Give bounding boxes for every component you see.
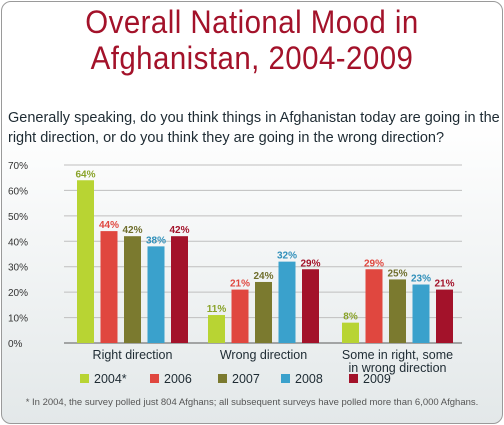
y-tick-label: 20% <box>8 288 28 299</box>
data-label: 64% <box>75 169 95 180</box>
legend-label: 2008 <box>295 372 323 386</box>
data-label: 23% <box>411 274 431 285</box>
chart-title: Overall National Mood in Afghanistan, 20… <box>20 4 484 76</box>
bar <box>412 284 430 343</box>
data-label: 32% <box>277 251 297 262</box>
y-tick-label: 50% <box>8 212 28 223</box>
data-label: 21% <box>230 279 250 290</box>
y-tick-label: 60% <box>8 186 28 197</box>
category-label: Right direction <box>93 348 173 362</box>
data-label: 11% <box>207 304 227 315</box>
legend-swatch <box>80 374 89 383</box>
category-labels: Right direction Wrong direction Some in ri… <box>93 348 454 375</box>
bar <box>231 289 249 343</box>
data-label: 25% <box>387 268 407 279</box>
bar <box>208 315 225 343</box>
legend-label: 2006 <box>164 372 192 386</box>
bar <box>389 279 406 343</box>
legend-label: 2004* <box>94 372 127 386</box>
category-label: Wrong direction <box>220 348 307 362</box>
data-label: 21% <box>434 279 454 290</box>
data-labels: 64%44% 42%38%42%11%21%24%32%29%8%29%25% 23… <box>75 169 454 322</box>
data-label: 38% <box>146 235 166 246</box>
legend-swatch <box>281 374 290 383</box>
legend-swatch <box>349 374 358 383</box>
data-label: 42% <box>122 225 142 236</box>
legend: 2004* 2006 2007 2008 2009 <box>80 372 391 386</box>
chart-title-line-1: Overall National Mood in <box>85 4 419 40</box>
y-tick-label: 0% <box>8 339 23 350</box>
bar <box>100 231 118 343</box>
chart-title-line-2: Afghanistan, 2004-2009 <box>90 40 414 76</box>
data-label: 44% <box>99 220 119 231</box>
y-tick-label: 70% <box>8 161 28 172</box>
y-tick-label: 30% <box>8 263 28 274</box>
data-label: 8% <box>343 312 358 323</box>
data-label: 24% <box>253 271 273 282</box>
y-tick-label: 40% <box>8 237 28 248</box>
bar <box>77 180 94 343</box>
bar <box>171 236 188 343</box>
bar <box>278 261 296 343</box>
chart-subtitle: Generally speaking, do you think things … <box>8 110 500 146</box>
legend-label: 2007 <box>232 372 260 386</box>
data-label: 29% <box>364 258 384 269</box>
footnote: * In 2004, the survey polled just 804 Af… <box>25 397 479 408</box>
y-tick-label: 10% <box>8 314 28 325</box>
bar <box>124 236 141 343</box>
category-label: Some in right, some in wrong direction <box>342 348 453 375</box>
y-axis-ticks: 0% 10% 20% 30% 40% 50% 60% 70% <box>8 161 28 350</box>
bars <box>77 180 453 343</box>
bar <box>302 269 319 343</box>
legend-swatch <box>218 374 227 383</box>
bar <box>147 246 165 343</box>
bar <box>342 322 359 343</box>
bar <box>365 269 383 343</box>
data-label: 42% <box>169 225 189 236</box>
legend-label: 2009 <box>363 372 391 386</box>
bar <box>255 281 272 343</box>
bar <box>436 289 453 343</box>
legend-swatch <box>150 374 159 383</box>
data-label: 29% <box>300 258 320 269</box>
